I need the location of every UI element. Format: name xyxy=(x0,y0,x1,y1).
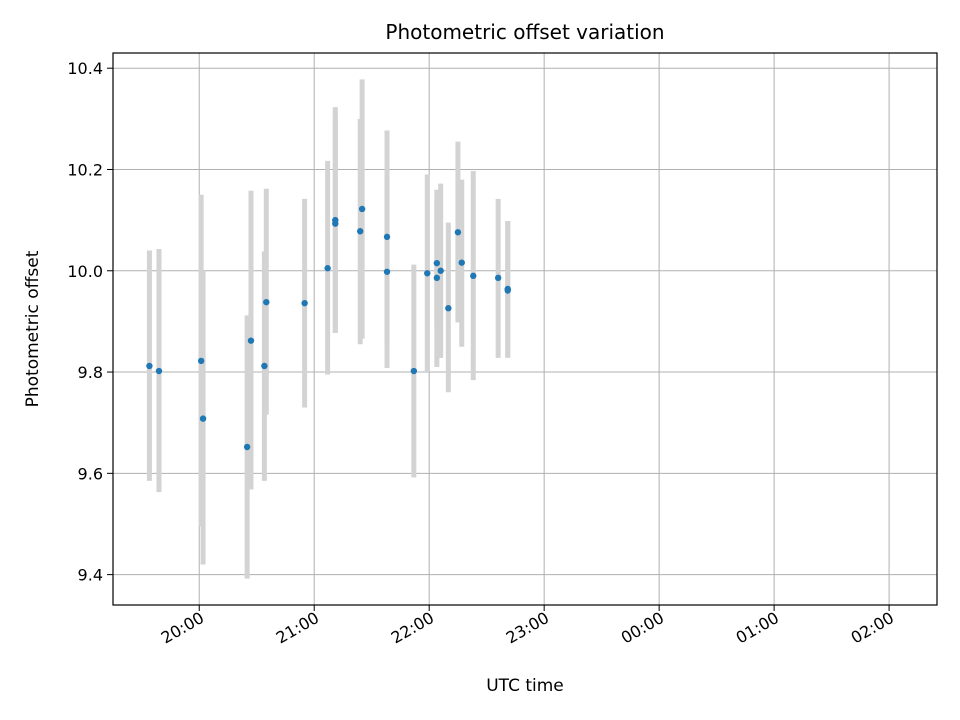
data-point xyxy=(458,259,465,266)
y-tick-label: 9.6 xyxy=(78,464,103,483)
data-point xyxy=(324,265,331,272)
y-axis-label: Photometric offset xyxy=(23,250,43,407)
y-tick-label: 9.8 xyxy=(78,363,103,382)
data-point xyxy=(358,205,366,213)
x-tick-label: 00:00 xyxy=(618,608,667,648)
x-tick-label: 01:00 xyxy=(733,608,782,648)
data-point xyxy=(155,367,163,375)
data-point xyxy=(437,267,444,274)
data-point xyxy=(504,285,511,293)
x-tick-label: 20:00 xyxy=(158,608,207,648)
data-point xyxy=(383,233,391,241)
chart-title: Photometric offset variation xyxy=(385,20,664,44)
data-point xyxy=(301,299,308,307)
data-point xyxy=(247,337,255,344)
x-tick-label: 22:00 xyxy=(388,608,437,648)
data-point xyxy=(410,367,418,375)
data-point xyxy=(424,270,431,277)
x-tick-label: 02:00 xyxy=(848,608,897,648)
y-tick-label: 10.0 xyxy=(67,262,103,281)
data-point xyxy=(243,443,251,451)
data-point xyxy=(470,272,477,280)
x-tick-label: 21:00 xyxy=(273,608,322,648)
y-axis-ticks: 9.4 9.6 9.8 10.0 10.2 10.4 xyxy=(67,59,113,585)
data-point xyxy=(433,259,441,267)
data-point xyxy=(383,268,391,275)
data-markers xyxy=(146,205,511,451)
data-point xyxy=(263,298,270,306)
y-tick-label: 10.4 xyxy=(67,59,103,78)
data-point xyxy=(199,415,207,422)
error-bars xyxy=(146,79,511,579)
data-point xyxy=(494,274,502,282)
data-point xyxy=(454,229,462,236)
data-point xyxy=(445,305,452,312)
data-point xyxy=(357,228,364,235)
x-tick-label: 23:00 xyxy=(503,608,552,648)
y-tick-label: 9.4 xyxy=(78,566,103,585)
grid-lines xyxy=(113,53,937,605)
x-axis-ticks: 20:00 21:00 22:00 23:00 00:00 01:00 02:00 xyxy=(158,605,897,648)
data-point xyxy=(433,274,441,282)
data-point xyxy=(332,220,339,227)
x-axis-label: UTC time xyxy=(486,676,564,696)
y-tick-label: 10.2 xyxy=(67,160,103,179)
data-point xyxy=(261,362,268,370)
data-point xyxy=(146,362,153,370)
axes-frame xyxy=(112,52,938,606)
data-point xyxy=(197,357,205,365)
